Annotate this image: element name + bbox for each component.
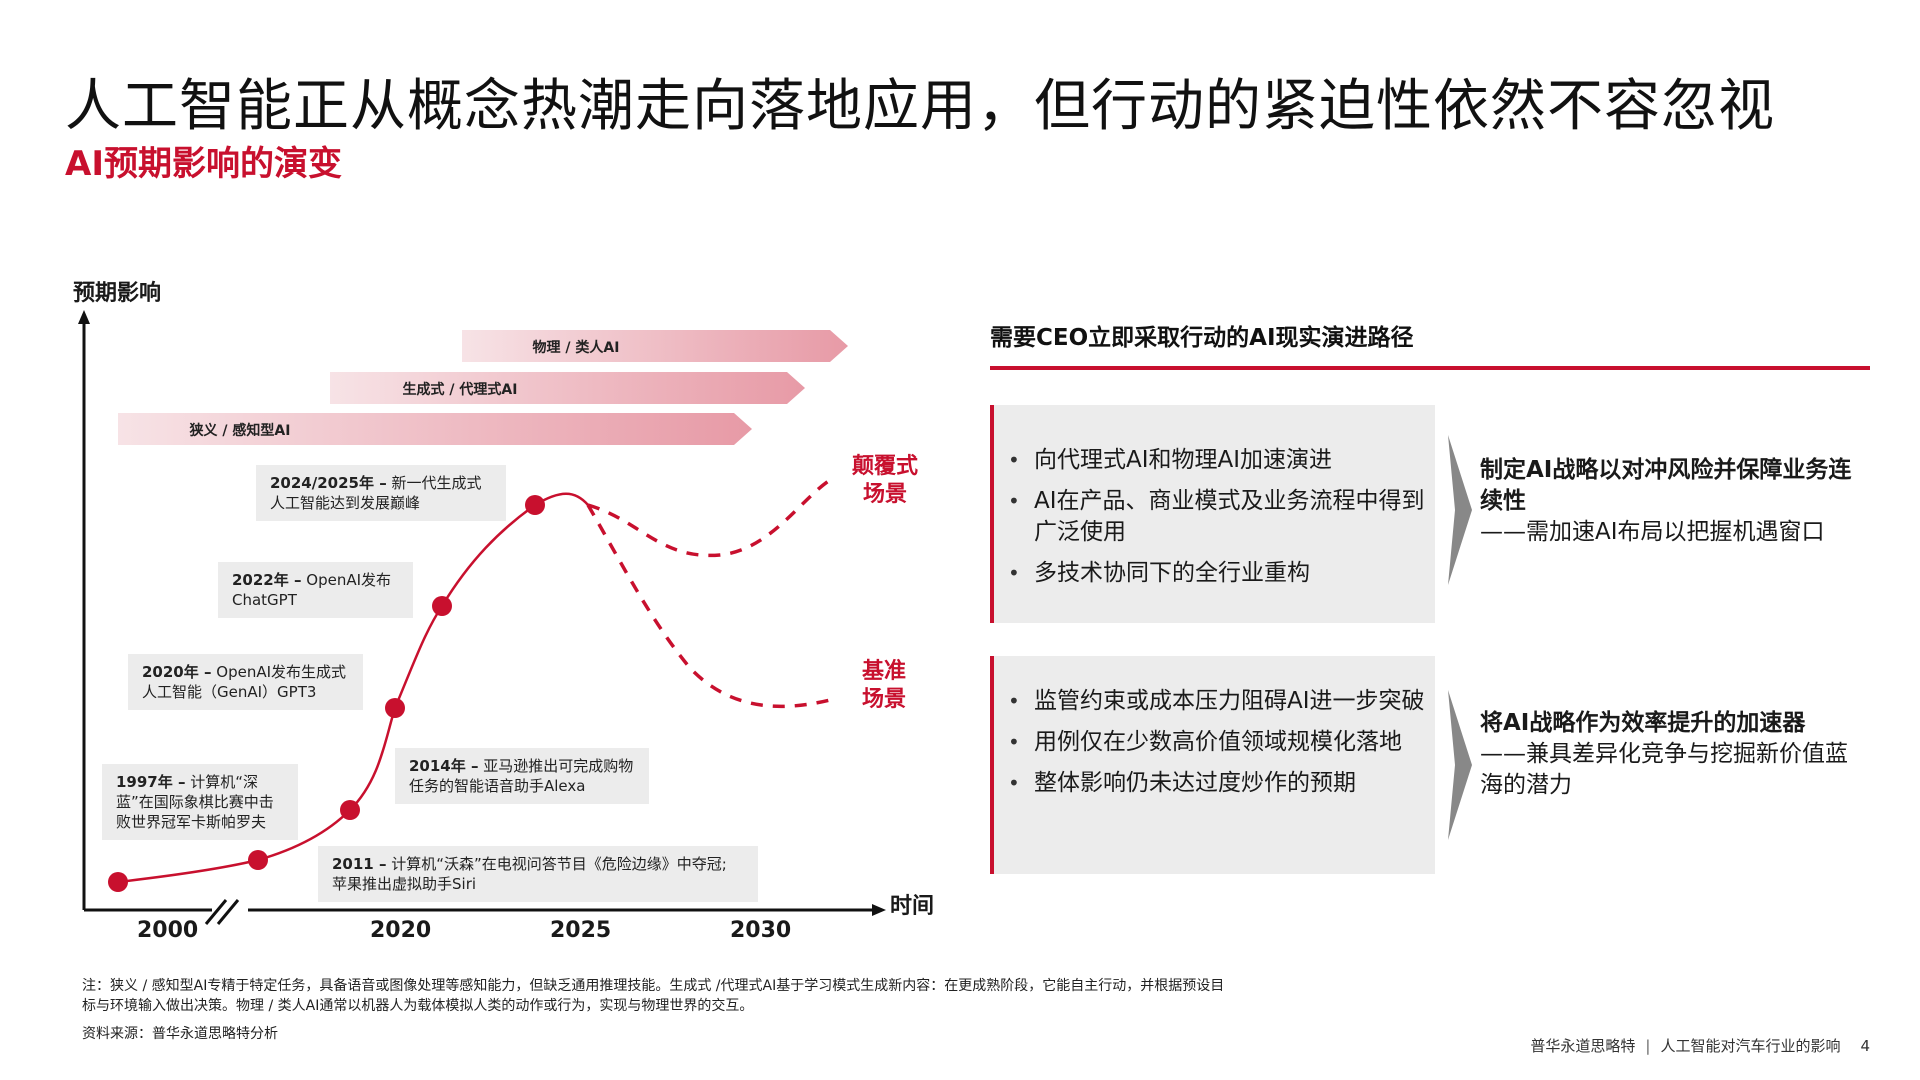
milestone-label-1997: 1997年 – 计算机“深蓝”在国际象棋比赛中击败世界冠军卡斯帕罗夫 [102, 764, 298, 840]
source-note: 资料来源：普华永道思略特分析 [82, 1026, 278, 1042]
milestone-point [248, 850, 268, 870]
right-heading: 需要CEO立即采取行动的AI现实演进路径 [990, 325, 1414, 351]
x-tick-2020: 2020 [370, 918, 432, 943]
baseline-outcome: 将AI战略作为效率提升的加速器 ——兼具差异化竞争与挖掘新价值蓝海的潜力 [1480, 710, 1848, 798]
disruptive-panel: 向代理式AI和物理AI加速演进 AI在产品、商业模式及业务流程中得到广泛使用 多… [990, 405, 1435, 623]
chart-axes [78, 310, 886, 925]
maturity-band [462, 330, 848, 362]
footer-separator: | [1645, 1037, 1651, 1055]
evolution-chart: 物理 / 类人AI 生成式 / 代理式AI 狭义 / 感知型AI [78, 310, 886, 925]
y-axis-arrow [78, 310, 90, 324]
page-number: 4 [1860, 1037, 1870, 1055]
milestone-point [385, 698, 405, 718]
maturity-bands [118, 330, 848, 445]
band-label: 物理 / 类人AI [533, 339, 620, 356]
x-tick-2025: 2025 [550, 918, 612, 943]
heading-rule [990, 366, 1870, 370]
milestone-label-2014: 2014年 – 亚马逊推出可完成购物任务的智能语音助手Alexa [395, 748, 649, 804]
x-axis-label: 时间 [890, 894, 935, 919]
axis-break-mark [204, 899, 228, 925]
baseline-panel: 监管约束或成本压力阻碍AI进一步突破 用例仅在少数高价值领域规模化落地 整体影响… [990, 656, 1435, 874]
y-axis-label: 预期影响 [73, 281, 162, 306]
axis-break-mark [216, 899, 240, 925]
milestone-label-2020: 2020年 – OpenAI发布生成式人工智能（GenAI）GPT3 [128, 654, 363, 710]
milestone-label-2024: 2024/2025年 – 新一代生成式人工智能达到发展巅峰 [256, 465, 506, 521]
disruptive-scenario-path [587, 478, 831, 558]
milestone-label-2011: 2011 – 计算机“沃森”在电视问答节目《危险边缘》中夺冠; 苹果推出虚拟助手… [318, 846, 758, 902]
band-label: 生成式 / 代理式AI [403, 381, 518, 398]
maturity-band [330, 372, 805, 404]
bullet-item: 监管约束或成本压力阻碍AI进一步突破 [994, 686, 1435, 717]
impact-curve [108, 478, 831, 892]
milestone-point [525, 495, 545, 515]
bullet-item: 多技术协同下的全行业重构 [994, 558, 1435, 589]
band-labels: 物理 / 类人AI 生成式 / 代理式AI 狭义 / 感知型AI [189, 339, 620, 439]
footer-topic: 人工智能对汽车行业的影响 [1660, 1037, 1841, 1055]
x-tick-2000: 2000 [137, 918, 199, 943]
baseline-scenario-path [586, 504, 831, 709]
milestone-label-2022: 2022年 – OpenAI发布ChatGPT [218, 562, 413, 618]
scenario-baseline-label: 基准 场景 [862, 659, 907, 712]
footer-brand: 普华永道思略特 [1530, 1037, 1636, 1055]
x-axis-arrow [872, 904, 886, 916]
maturity-band [118, 413, 752, 445]
footnote: 注：狭义 / 感知型AI专精于特定任务，具备语音或图像处理等感知能力，但缺乏通用… [82, 978, 1225, 1014]
bullet-item: 向代理式AI和物理AI加速演进 [994, 445, 1435, 476]
bullet-item: AI在产品、商业模式及业务流程中得到广泛使用 [994, 486, 1435, 548]
x-tick-2030: 2030 [730, 918, 792, 943]
page-subtitle: AI预期影响的演变 [65, 144, 342, 184]
milestone-point [108, 872, 128, 892]
page-title: 人工智能正从概念热潮走向落地应用，但行动的紧迫性依然不容忽视 [65, 74, 1775, 139]
page-footer: 普华永道思略特 | 人工智能对汽车行业的影响 4 [1530, 1036, 1870, 1056]
milestone-point [432, 596, 452, 616]
chevron-right-icon [1448, 435, 1472, 585]
scenario-disruptive-label: 颠覆式 场景 [852, 454, 919, 507]
bullet-item: 整体影响仍未达过度炒作的预期 [994, 768, 1435, 799]
chevron-right-icon [1448, 690, 1472, 840]
band-label: 狭义 / 感知型AI [189, 422, 291, 439]
disruptive-outcome: 制定AI战略以对冲风险并保障业务连续性 ——需加速AI布局以把握机遇窗口 [1480, 457, 1852, 545]
bullet-item: 用例仅在少数高价值领域规模化落地 [994, 727, 1435, 758]
milestone-point [340, 800, 360, 820]
